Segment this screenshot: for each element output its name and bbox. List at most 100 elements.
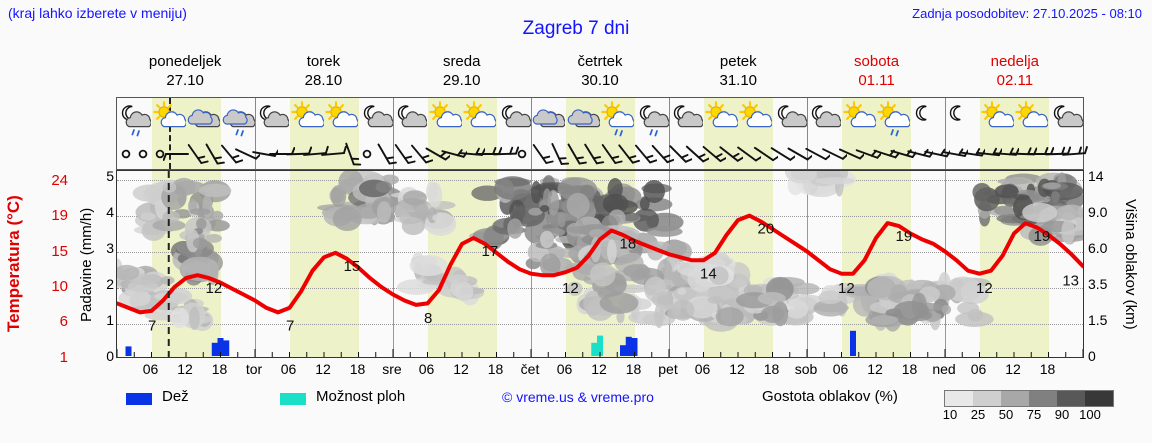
cloud-density-ramp-label: 25 — [970, 407, 986, 422]
weather-icon-moon-cloud — [359, 99, 394, 141]
cloud-density-blob — [1022, 202, 1058, 223]
temperature-tick: 19 — [51, 207, 68, 224]
cloud-density-layer — [117, 171, 1083, 332]
day-header-3: četrtek 30.10 — [531, 52, 669, 96]
day-name: petek — [719, 53, 757, 70]
temperature-value-label: 13 — [1062, 273, 1079, 290]
cloud-density-blob — [162, 210, 181, 223]
cloud-density-blob — [118, 289, 152, 307]
wind-barb — [750, 142, 780, 168]
wind-barb — [681, 142, 710, 168]
cloud-density-blob — [202, 193, 213, 219]
cloud-density-blob — [494, 176, 532, 200]
x-tick-label: 06 — [418, 361, 435, 377]
cloud-density-blob — [566, 192, 590, 218]
weather-icon-moon-cloud — [773, 99, 808, 141]
weather-icon-sun-cloud — [704, 99, 739, 141]
day-header-6: nedelja 02.11 — [946, 52, 1084, 96]
x-tick-label: 12 — [1005, 361, 1021, 377]
day-header-0: ponedeljek 27.10 — [116, 52, 254, 96]
cloud-density-blob — [957, 301, 980, 315]
precipitation-bar-rain — [217, 338, 224, 356]
precipitation-tick: 4 — [106, 204, 114, 220]
wind-barb — [146, 142, 174, 168]
wind-barb — [508, 142, 536, 168]
cloud-density-blob — [813, 299, 848, 317]
x-tick-label: 18 — [763, 361, 780, 377]
precipitation-bar-rain — [850, 330, 856, 356]
x-tick-label: 18 — [625, 361, 642, 377]
day-date: 31.10 — [719, 72, 758, 89]
precipitation-tick: 5 — [106, 168, 114, 184]
copyright-link[interactable]: © vreme.us & vreme.pro — [502, 389, 654, 405]
cloud-density-ramp-label: 50 — [998, 407, 1014, 422]
cloud-density-color-ramp — [944, 390, 1114, 407]
day-separator — [669, 98, 670, 169]
showers-legend-label: Možnost ploh — [316, 388, 406, 405]
grid-line-vertical — [945, 171, 946, 357]
cloud-density-blob — [160, 276, 175, 285]
x-tick-label: 12 — [453, 361, 469, 377]
weather-icon-cloud-drizzle — [221, 99, 256, 141]
x-tick-label: 12 — [867, 361, 883, 377]
cloud-density-blob — [818, 290, 843, 305]
day-name: torek — [306, 53, 341, 70]
day-header-row: ponedeljek 27.10 torek 28.10 sreda 29.10 četrt… — [116, 52, 1084, 96]
day-separator — [393, 98, 394, 169]
temperature-tick: 6 — [59, 313, 68, 330]
cloud-density-blob — [196, 218, 207, 230]
precipitation-bar-rain — [125, 346, 132, 356]
wind-barb — [198, 142, 226, 168]
weather-icon-sun-cloud — [980, 99, 1015, 141]
cloud-density-blob — [539, 253, 561, 278]
cloud-density-blob — [539, 230, 555, 249]
menu-hint-text: (kraj lahko izberete v meniju) — [8, 5, 187, 21]
showers-legend-swatch — [280, 393, 306, 405]
wind-barb — [284, 142, 313, 168]
chart-svg-layer: 7 12 7 15 8 17 12 18 14 20 12 19 12 19 13 — [117, 171, 1083, 357]
wind-barb — [301, 142, 330, 168]
x-tick-label: 12 — [729, 361, 745, 377]
x-axis-ticks — [117, 349, 1083, 357]
day-separator — [807, 98, 808, 169]
day-date: 30.10 — [581, 72, 619, 89]
cloud-height-tick: 1.5 — [1088, 312, 1108, 328]
cloud-density-blob — [623, 264, 651, 278]
temperature-tick: 15 — [51, 243, 68, 260]
x-tick-label: 18 — [1039, 361, 1056, 377]
x-tick-label: 06 — [832, 361, 849, 377]
cloud-density-blob — [671, 299, 695, 321]
cloud-density-ramp-label: 90 — [1054, 407, 1070, 422]
x-tick-label: 12 — [315, 361, 331, 377]
wind-barb — [715, 142, 745, 168]
x-tick-label: 06 — [556, 361, 573, 377]
cloud-density-blob — [972, 182, 992, 202]
day-header-1: torek 28.10 — [254, 52, 392, 96]
cloud-density-blob — [994, 184, 1019, 199]
day-separator — [945, 98, 946, 169]
weather-icon-moon-cloud — [497, 99, 532, 141]
wind-barb — [836, 142, 866, 168]
cloud-density-blob — [1028, 226, 1053, 246]
day-name: nedelja — [990, 53, 1040, 70]
cloud-density-blob — [507, 218, 523, 239]
temperature-tick: 10 — [51, 278, 68, 295]
wind-barb — [577, 142, 605, 168]
cloud-height-axis-title: Višina oblakov (km) — [1122, 199, 1139, 330]
wind-barb — [370, 142, 398, 168]
cloud-height-tick: 0 — [1088, 348, 1096, 364]
temperature-tick: 24 — [51, 172, 68, 189]
temperature-value-label: 19 — [896, 228, 913, 245]
day-date: 02.11 — [996, 72, 1034, 89]
cloud-density-blob — [1042, 182, 1061, 190]
cloud-density-blob — [646, 226, 683, 237]
x-tick-label: 18 — [487, 361, 504, 377]
wind-barb — [802, 142, 832, 168]
weather-icon-moon-cloud-drizzle — [635, 99, 670, 141]
cloud-height-axis-ticks: 14 9.0 6.0 3.5 1.5 0 — [1088, 163, 1122, 364]
precipitation-tick: 1 — [106, 312, 114, 328]
precipitation-bar-showers — [591, 342, 598, 356]
precipitation-axis-title: Padavine (mm/h) — [78, 207, 95, 323]
day-date: 29.10 — [442, 72, 481, 89]
cloud-density-blob — [332, 206, 362, 232]
